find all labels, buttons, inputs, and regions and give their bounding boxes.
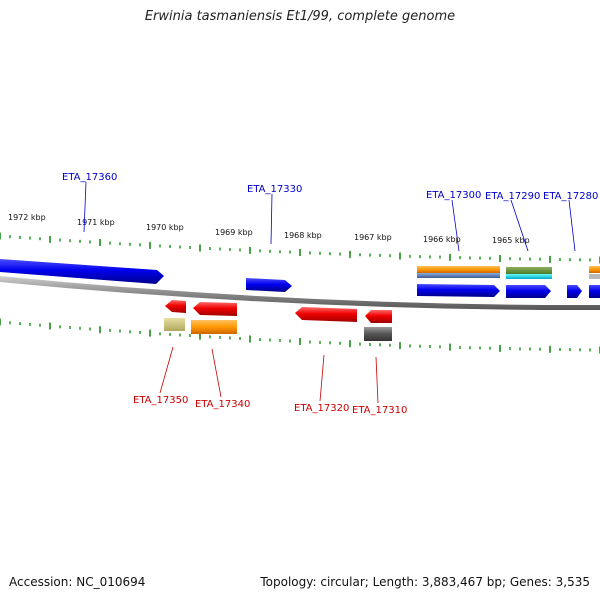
- gene-eta-17340-feature-orange: [191, 320, 237, 334]
- tick-label-1972: 1972 kbp: [8, 213, 46, 222]
- forward-gene-labels: ETA_17360 ETA_17330 ETA_17300 ETA_17290 …: [62, 172, 598, 202]
- tick-label-1967: 1967 kbp: [354, 233, 392, 242]
- gene-eta-17280-arrow[interactable]: [567, 285, 582, 298]
- genome-summary-text: Topology: circular; Length: 3,883,467 bp…: [260, 575, 590, 589]
- genome-backbone: [0, 276, 600, 311]
- leader-eta-17290: [510, 199, 529, 252]
- gene-eta-17300-arrow[interactable]: [417, 284, 500, 297]
- leader-eta-17280: [568, 199, 576, 252]
- gene-label-eta-17330[interactable]: ETA_17330: [247, 184, 302, 195]
- leader-eta-17350: [159, 346, 174, 394]
- leader-eta-17340: [211, 348, 222, 398]
- gene-eta-17350-feature-khaki: [164, 318, 185, 331]
- gene-eta-17310-arrow[interactable]: [365, 310, 392, 323]
- tick-label-1966: 1966 kbp: [423, 235, 461, 244]
- gene-edge-feature-orange: [589, 266, 600, 273]
- gene-eta-17290-arrow[interactable]: [506, 285, 551, 298]
- gene-label-eta-17360[interactable]: ETA_17360: [62, 172, 117, 183]
- gene-eta-17340-arrow[interactable]: [193, 302, 237, 316]
- tick-label-1965: 1965 kbp: [492, 236, 530, 245]
- leader-eta-17330: [270, 193, 273, 245]
- gene-label-eta-17350[interactable]: ETA_17350: [133, 395, 188, 406]
- page-title: Erwinia tasmaniensis Et1/99, complete ge…: [144, 9, 456, 24]
- gene-label-eta-17310[interactable]: ETA_17310: [352, 405, 407, 416]
- gene-label-eta-17300[interactable]: ETA_17300: [426, 190, 481, 201]
- reverse-gene-labels: ETA_17350 ETA_17340 ETA_17320 ETA_17310: [133, 395, 407, 416]
- leader-eta-17320: [319, 354, 325, 402]
- gene-eta-17330-arrow[interactable]: [246, 278, 292, 292]
- tick-label-1971: 1971 kbp: [77, 218, 115, 227]
- leader-eta-17360: [83, 181, 87, 233]
- leader-eta-17310: [375, 356, 379, 404]
- gene-label-eta-17340[interactable]: ETA_17340: [195, 399, 250, 410]
- tick-label-1968: 1968 kbp: [284, 231, 322, 240]
- gene-eta-17290-feature-cyan: [506, 274, 552, 279]
- reverse-label-leaders: [159, 346, 379, 404]
- reverse-strand-features: [164, 300, 392, 341]
- gene-eta-17350-arrow[interactable]: [165, 300, 186, 313]
- gene-label-eta-17290[interactable]: ETA_17290: [485, 191, 540, 202]
- forward-strand-features: [0, 259, 600, 298]
- gene-eta-17310-feature-gray: [364, 327, 392, 341]
- accession-text: Accession: NC_010694: [9, 575, 146, 589]
- scale-ruler-bottom: [0, 318, 600, 354]
- scale-ruler-top: [0, 232, 600, 264]
- gene-eta-17320-arrow[interactable]: [295, 307, 357, 322]
- tick-label-1970: 1970 kbp: [146, 223, 184, 232]
- gene-eta-17300-feature-orange: [417, 266, 500, 273]
- scale-tick-labels: 1972 kbp 1971 kbp 1970 kbp 1969 kbp 1968…: [8, 213, 530, 245]
- gene-label-eta-17280[interactable]: ETA_17280: [543, 191, 598, 202]
- gene-eta-17360-arrow[interactable]: [0, 259, 164, 284]
- gene-edge-arrow[interactable]: [589, 285, 600, 298]
- gene-eta-17290-feature-olive: [506, 267, 552, 274]
- forward-label-leaders: [83, 181, 576, 252]
- leader-eta-17300: [451, 199, 460, 252]
- gene-eta-17300-feature-steel: [417, 273, 500, 278]
- gene-edge-feature-gray: [589, 274, 600, 279]
- gene-label-eta-17320[interactable]: ETA_17320: [294, 403, 349, 414]
- tick-label-1969: 1969 kbp: [215, 228, 253, 237]
